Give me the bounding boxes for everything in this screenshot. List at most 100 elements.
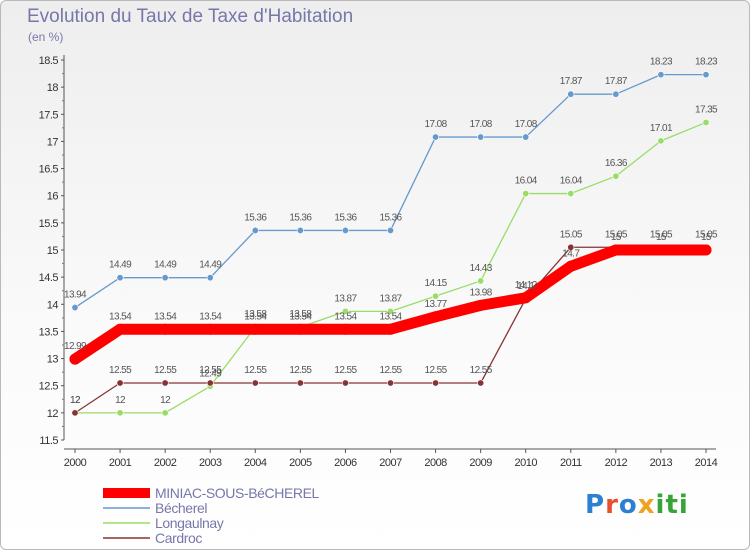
chart-subtitle: (en %) <box>28 30 64 44</box>
data-label-3: 12.55 <box>425 365 448 376</box>
data-label-2: 13.87 <box>334 293 357 304</box>
data-label-3: 15.05 <box>650 229 673 240</box>
series-point-3 <box>161 379 169 387</box>
data-label-3: 12.55 <box>289 365 312 376</box>
x-tick-label: 2013 <box>650 457 673 469</box>
data-label-0: 14.7 <box>562 248 580 259</box>
data-label-1: 18.23 <box>650 57 673 68</box>
y-tick-label: 16 <box>47 191 59 203</box>
data-label-0: 13.54 <box>244 311 267 322</box>
legend-label-3: Cardroc <box>155 530 202 546</box>
series-point-3 <box>386 379 394 387</box>
series-point-2 <box>386 307 394 315</box>
y-tick-label: 18 <box>47 82 59 94</box>
data-label-0: 13.54 <box>109 311 132 322</box>
x-tick-label: 2010 <box>514 457 537 469</box>
series-point-0 <box>565 260 577 272</box>
data-label-0: 15 <box>701 232 712 243</box>
data-label-1: 17.87 <box>605 76 628 87</box>
series-point-2 <box>522 190 530 198</box>
data-label-1: 17.87 <box>560 76 583 87</box>
data-label-2: 16.36 <box>605 158 628 169</box>
y-tick-label: 12.5 <box>39 381 59 393</box>
series-point-1 <box>522 133 530 141</box>
data-label-3: 12.55 <box>109 365 132 376</box>
series-point-2 <box>116 409 124 417</box>
data-label-0: 13.98 <box>470 287 493 298</box>
series-point-1 <box>71 304 79 312</box>
data-label-1: 17.08 <box>515 119 538 130</box>
series-point-3 <box>341 379 349 387</box>
series-point-2 <box>477 277 485 285</box>
x-tick-label: 2014 <box>695 457 718 469</box>
data-label-3: 12.55 <box>199 365 222 376</box>
data-label-0: 14.12 <box>515 280 538 291</box>
series-point-2 <box>341 307 349 315</box>
data-label-2: 14.15 <box>425 278 448 289</box>
series-point-1 <box>657 71 665 79</box>
data-label-1: 15.36 <box>289 212 312 223</box>
y-tick-label: 17 <box>47 136 59 148</box>
data-label-0: 13.54 <box>379 311 402 322</box>
data-label-3: 12 <box>70 395 81 406</box>
data-label-2: 14.43 <box>470 263 493 274</box>
data-label-3: 12.55 <box>334 365 357 376</box>
series-point-1 <box>296 226 304 234</box>
legend-label-1: Bécherel <box>155 500 207 516</box>
data-label-3: 12.55 <box>154 365 177 376</box>
series-point-3 <box>432 379 440 387</box>
data-label-0: 15 <box>656 232 667 243</box>
series-point-3 <box>251 379 259 387</box>
series-point-2 <box>432 292 440 300</box>
series-point-0 <box>385 323 396 335</box>
series-point-0 <box>204 323 216 335</box>
legend: MINIAC-SOUS-BéCHERELBécherelLongaulnayCa… <box>103 485 320 546</box>
series-point-0 <box>610 244 622 256</box>
series-point-0 <box>249 323 261 335</box>
series-point-1 <box>206 274 214 282</box>
y-tick-label: 14.5 <box>39 272 59 284</box>
x-tick-label: 2003 <box>199 457 222 469</box>
data-label-2: 12 <box>160 395 171 406</box>
series-point-2 <box>567 190 575 198</box>
data-label-3: 15.05 <box>560 229 583 240</box>
legend-label-0: MINIAC-SOUS-BéCHEREL <box>155 485 320 501</box>
series-point-0 <box>430 311 442 323</box>
series-layer <box>69 71 712 417</box>
data-label-0: 13.54 <box>154 311 177 322</box>
series-point-2 <box>657 137 665 145</box>
data-label-3: 12.55 <box>244 365 267 376</box>
data-label-0: 13.54 <box>289 311 312 322</box>
series-point-0 <box>339 323 351 335</box>
data-label-1: 15.36 <box>379 212 402 223</box>
data-label-1: 15.36 <box>244 212 267 223</box>
series-point-0 <box>700 244 712 256</box>
data-label-3: 14.1 <box>517 281 535 292</box>
x-tick-label: 2008 <box>424 457 447 469</box>
series-point-3 <box>71 409 79 417</box>
series-point-1 <box>477 133 485 141</box>
data-label-0: 15 <box>611 232 622 243</box>
data-label-2: 13.58 <box>244 309 267 320</box>
y-tick-label: 18.5 <box>39 55 59 67</box>
data-label-3: 15.05 <box>695 229 718 240</box>
legend-label-2: Longaulnay <box>155 515 224 531</box>
series-point-0 <box>69 353 81 365</box>
x-tick-label: 2011 <box>560 457 582 469</box>
x-tick-label: 2006 <box>334 457 357 469</box>
series-point-0 <box>520 292 532 304</box>
x-tick-label: 2004 <box>244 457 267 469</box>
series-point-1 <box>612 90 620 98</box>
series-point-0 <box>475 299 487 311</box>
series-point-1 <box>251 226 259 234</box>
series-point-0 <box>294 323 306 335</box>
data-label-1: 17.08 <box>425 119 448 130</box>
series-point-0 <box>655 244 667 256</box>
data-label-1: 17.08 <box>470 119 493 130</box>
series-point-3 <box>567 243 575 251</box>
y-tick-label: 16.5 <box>39 164 59 176</box>
series-point-0 <box>114 323 126 335</box>
data-labels-layer: 12.99 13.54 13.54 13.54 13.54 13.54 13.54 13.54… <box>64 57 719 406</box>
